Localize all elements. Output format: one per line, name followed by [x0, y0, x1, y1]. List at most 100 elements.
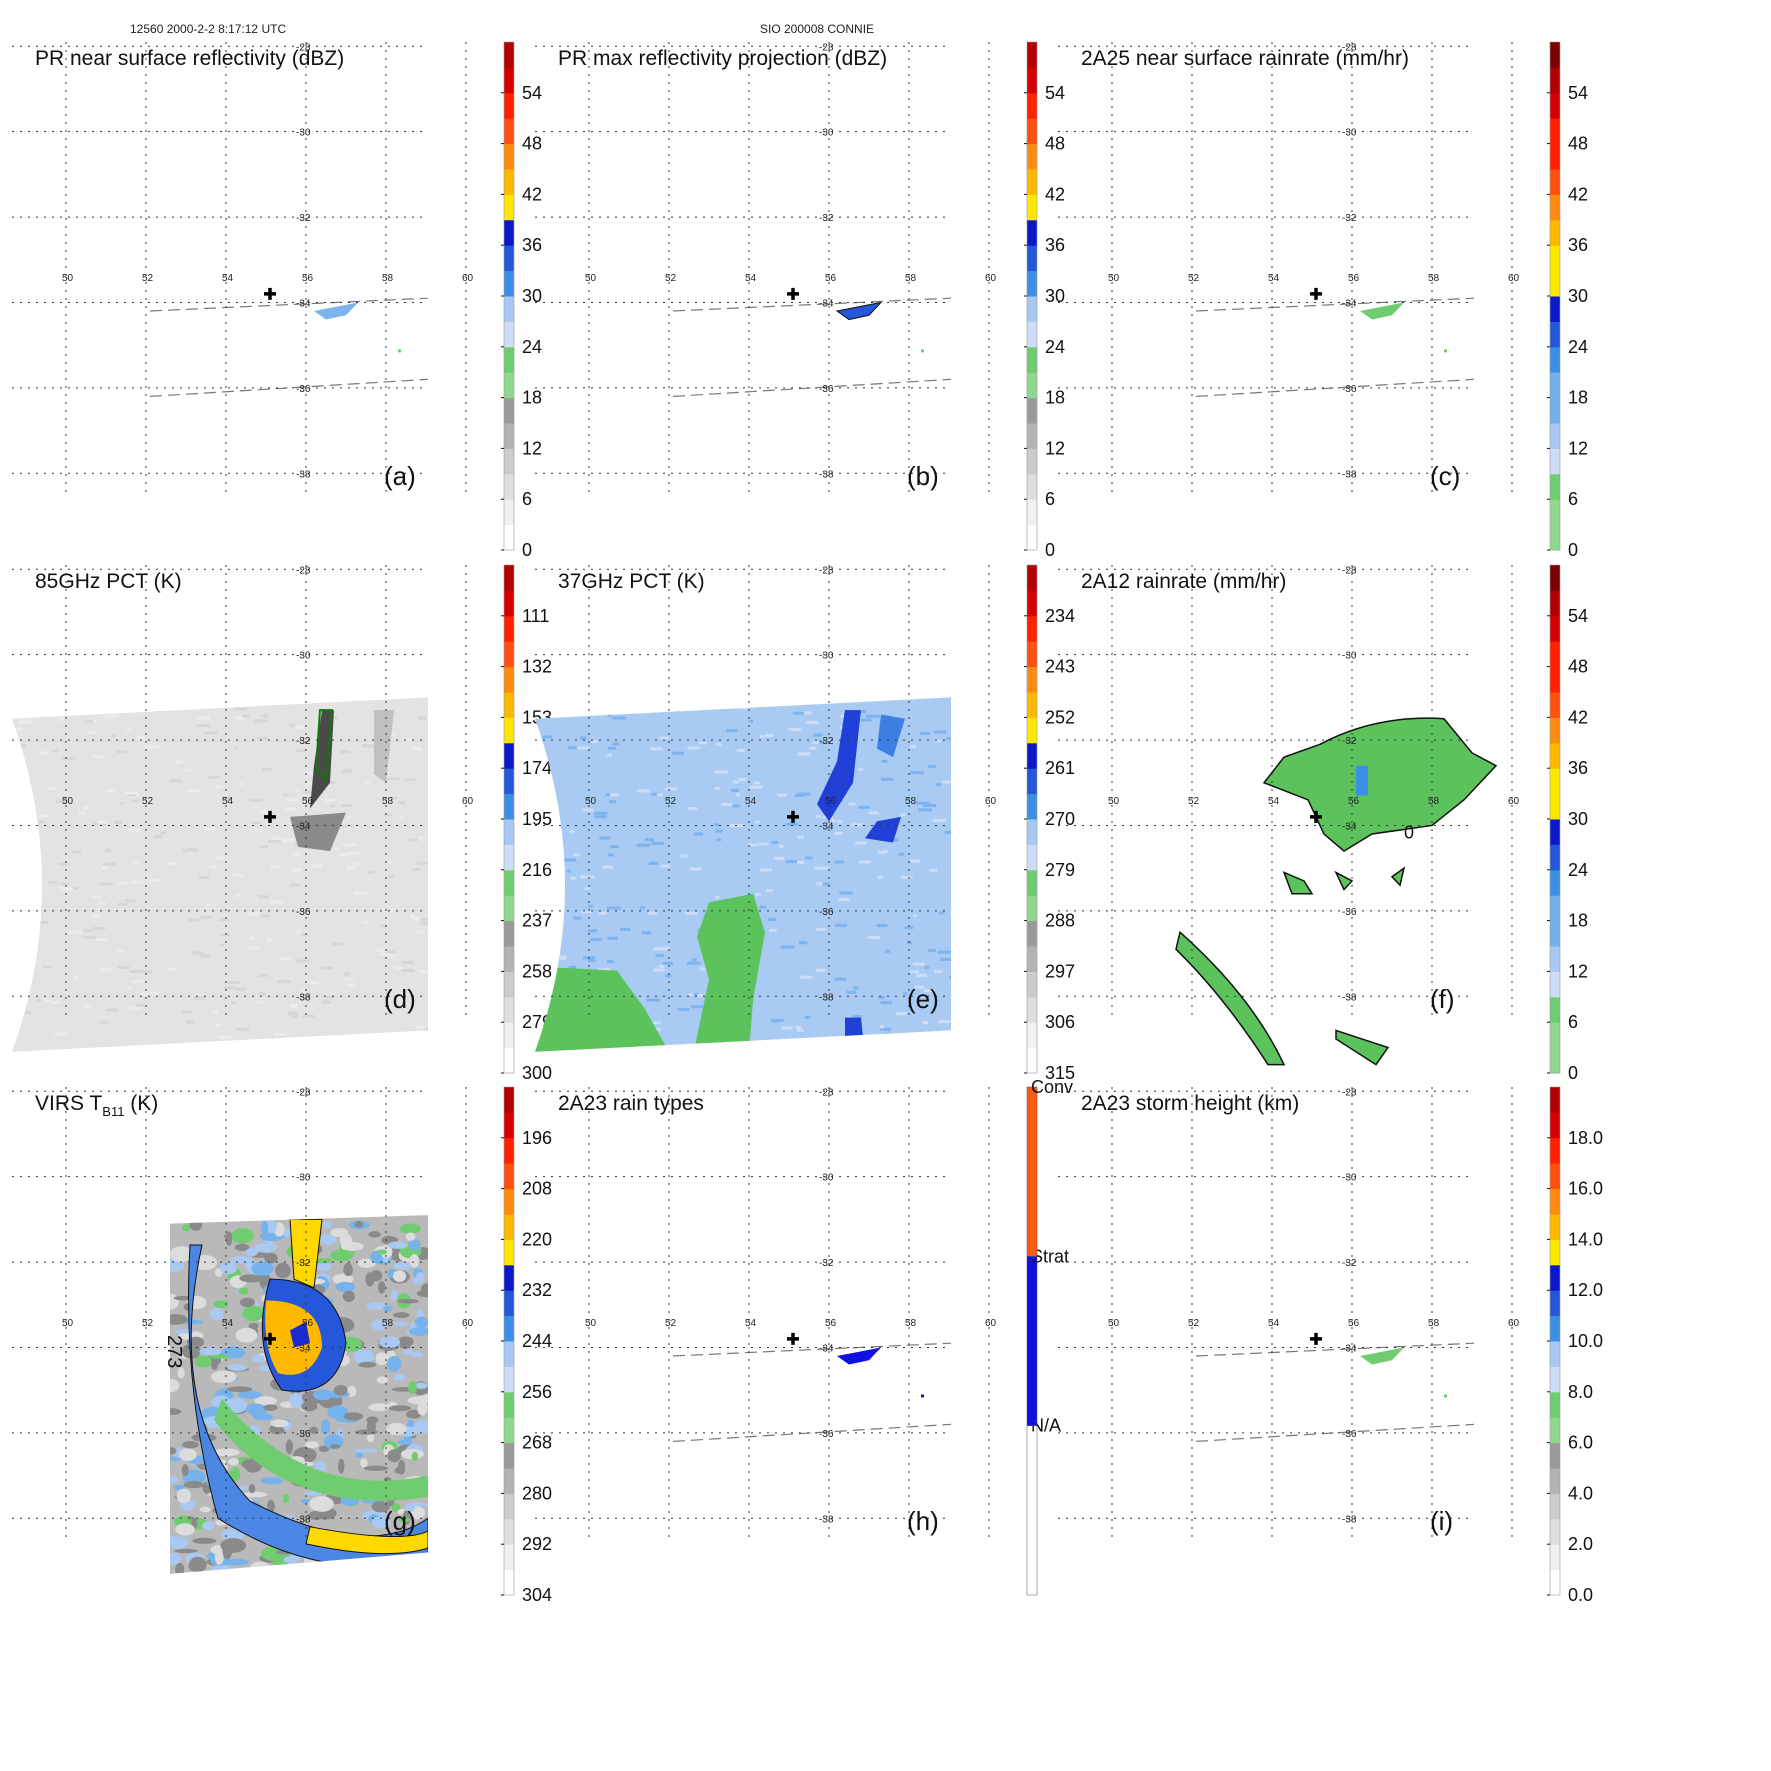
panel-label: (b) — [907, 461, 939, 491]
colorbar-swatch — [1550, 565, 1560, 591]
lon-label: 56 — [1348, 1318, 1360, 1329]
colorbar-swatch — [1027, 844, 1037, 871]
colorbar-h: N/A Strat Conv — [1026, 1077, 1073, 1596]
colorbar-swatch — [504, 590, 514, 617]
panel-g: 273 50 52 54 56 58 60 -28 -30 -32 -34 -36 -38 VIRS TB… — [12, 1086, 552, 1605]
lat-label: -36 — [296, 384, 311, 395]
lon-label: 60 — [1508, 273, 1520, 284]
field-e-scatter-2 — [865, 816, 901, 843]
panel-label: (h) — [907, 1506, 939, 1536]
lon-label: 58 — [382, 1318, 394, 1329]
lat-label: -30 — [819, 128, 834, 139]
colorbar-tick-label: 232 — [522, 1280, 552, 1300]
lon-label: 50 — [1108, 1318, 1120, 1329]
colorbar-swatch — [1027, 819, 1037, 845]
colorbar-e: 315 306 297 288 279 270 261 252 243 234 — [1024, 564, 1075, 1083]
panel-label: (e) — [907, 984, 939, 1014]
colorbar-swatch — [1550, 499, 1560, 526]
header-storm-name: SIO 200008 CONNIE — [760, 22, 875, 36]
pr-swath-south-edge — [1195, 1423, 1475, 1443]
colorbar-tick-label: 256 — [522, 1382, 552, 1402]
lat-label: -36 — [1342, 1429, 1357, 1440]
lon-label: 52 — [665, 796, 677, 807]
colorbar-swatch — [504, 423, 514, 449]
colorbar-swatch — [1027, 270, 1037, 297]
colorbar-tick-label: 48 — [522, 134, 542, 154]
lon-label: 60 — [985, 796, 997, 807]
colorbar-tick-label: 0 — [1045, 540, 1055, 560]
colorbar-tick-label: 220 — [522, 1229, 552, 1249]
colorbar-swatch — [1027, 296, 1037, 322]
colorbar-swatch — [504, 1315, 514, 1342]
colorbar-swatch — [504, 666, 514, 693]
colorbar-swatch — [1027, 423, 1037, 449]
lat-label: -30 — [1342, 128, 1357, 139]
graticule-c: 50 52 54 56 58 60 -28 -30 -32 -34 -36 -38 — [1058, 42, 1520, 494]
colorbar-swatch — [504, 895, 514, 922]
colorbar-tick-label: 0 — [1568, 540, 1578, 560]
colorbar-tick-label: 6 — [1045, 489, 1055, 509]
lat-label: -38 — [1342, 469, 1357, 480]
storm-center-marker — [1310, 1332, 1322, 1345]
colorbar-tick-label: 42 — [1045, 184, 1065, 204]
panel-title: 2A12 rainrate (mm/hr) — [1081, 570, 1286, 593]
lat-label: -34 — [296, 298, 311, 309]
colorbar-tick-label: 24 — [1568, 860, 1588, 880]
colorbar-swatch — [1550, 118, 1560, 145]
lat-label: -34 — [1342, 298, 1357, 309]
lon-label: 50 — [1108, 273, 1120, 284]
colorbar-swatch — [1550, 1022, 1560, 1049]
colorbar-tick-label: 30 — [1568, 809, 1588, 829]
colorbar-swatch — [1550, 67, 1560, 94]
colorbar-tick-label: 24 — [1568, 337, 1588, 357]
colorbar-tick-label: 8.0 — [1568, 1382, 1593, 1402]
pr-swath-north-edge — [149, 297, 429, 312]
colorbar-swatch — [1550, 1341, 1560, 1367]
pr-echo-dot-i — [1444, 1394, 1447, 1398]
colorbar-swatch — [1550, 996, 1560, 1023]
colorbar-swatch — [1550, 1137, 1560, 1164]
colorbar-swatch — [504, 1137, 514, 1164]
colorbar-tick-label: 36 — [1568, 235, 1588, 255]
colorbar-swatch — [504, 996, 514, 1023]
field-d-cold-1 — [310, 710, 334, 809]
lon-label: 58 — [905, 273, 917, 284]
colorbar-tick-label: 0 — [522, 540, 532, 560]
colorbar-swatch — [1027, 118, 1037, 145]
storm-center-marker — [264, 810, 276, 823]
colorbar-a: 0 6 12 18 24 30 36 42 48 54 — [501, 41, 542, 560]
lat-label: -32 — [1342, 213, 1357, 224]
colorbar-swatch — [504, 169, 514, 195]
colorbar-swatch — [504, 1544, 514, 1571]
pr-echo-c — [1360, 302, 1404, 320]
lon-label: 58 — [382, 273, 394, 284]
colorbar-swatch — [1550, 270, 1560, 297]
lon-label: 52 — [1188, 273, 1200, 284]
panel-title: 2A23 storm height (km) — [1081, 1092, 1299, 1115]
lat-label: -30 — [819, 651, 834, 662]
colorbar-tick-label: 30 — [1045, 286, 1065, 306]
colorbar-tick-label: 297 — [1045, 961, 1075, 981]
lon-label: 56 — [302, 1318, 314, 1329]
colorbar-swatch — [504, 844, 514, 871]
colorbar-tick-label: 6 — [1568, 489, 1578, 509]
colorbar-swatch — [1027, 143, 1037, 170]
panel-label: (g) — [384, 1506, 416, 1536]
contour-label-f: 0 — [1404, 822, 1414, 842]
colorbar-swatch — [1550, 590, 1560, 617]
graticule-h: 50 52 54 56 58 60 -28 -30 -32 -34 -36 -38 — [535, 1087, 997, 1539]
lon-label: 54 — [745, 273, 757, 284]
colorbar-swatch — [504, 473, 514, 500]
colorbar-swatch — [1550, 641, 1560, 668]
panel-h: 50 52 54 56 58 60 -28 -30 -32 -34 -36 -38 2A23 rain … — [535, 1077, 1073, 1596]
colorbar-swatch — [1027, 742, 1037, 769]
pr-swath-south-edge — [149, 378, 429, 398]
lon-label: 52 — [665, 1318, 677, 1329]
field-e — [535, 706, 951, 1052]
colorbar-swatch — [1027, 499, 1037, 526]
colorbar-cat-0 — [1026, 1425, 1038, 1596]
colorbar-cat-label: Conv — [1031, 1077, 1073, 1097]
colorbar-swatch — [1550, 971, 1560, 998]
pr-swath-south-edge — [672, 378, 952, 398]
panel-e: 50 52 54 56 58 60 -28 -30 -32 -34 -36 -38 37GHz PCT … — [535, 564, 1075, 1083]
